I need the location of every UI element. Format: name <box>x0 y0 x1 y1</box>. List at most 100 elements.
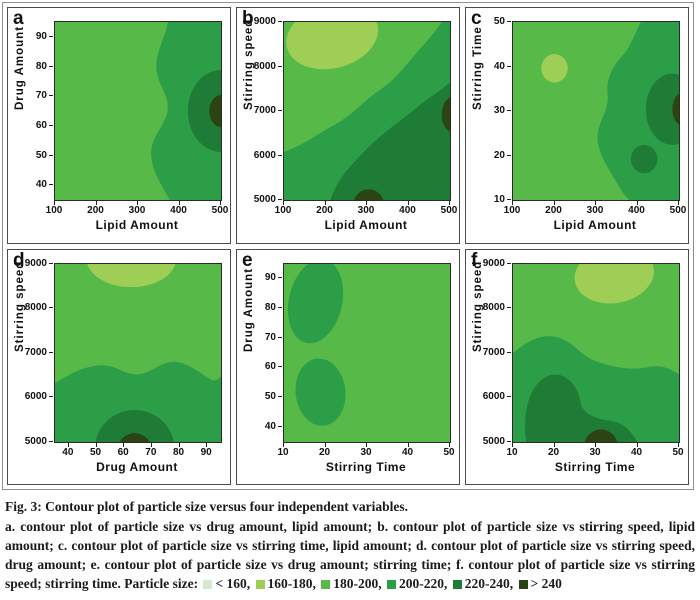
x-tick-label: 60 <box>117 446 129 458</box>
y-tick-label: 6000 <box>253 149 276 161</box>
legend-chip <box>518 580 528 589</box>
y-tick-label: 70 <box>264 331 276 343</box>
panel-d: d Stirring speed 40 50 60 70 80 90 5000 6000 7000 8… <box>7 248 231 485</box>
x-axis-label: Lipid Amount <box>324 218 408 232</box>
y-tick-label: 5000 <box>24 435 47 447</box>
x-tick-label: 100 <box>45 205 63 216</box>
y-tick-label: 9000 <box>253 16 276 27</box>
x-axis-label: Stirring Time <box>554 459 636 474</box>
contour-plot <box>512 21 680 201</box>
panel-b: b Stirring speed 100 200 300 400 500 5000 6000 70… <box>236 7 460 244</box>
y-tick-label: 70 <box>35 90 47 102</box>
contour-plot <box>512 262 680 443</box>
x-tick-label: 500 <box>440 205 458 216</box>
y-tick-label: 6000 <box>24 391 47 402</box>
y-tick-label: 9000 <box>24 257 47 269</box>
y-tick-label: 6000 <box>482 391 505 402</box>
x-tick-label: 200 <box>545 205 562 216</box>
panel-letter: f <box>471 249 478 271</box>
x-axis-label: Lipid Amount <box>95 218 179 232</box>
y-tick-label: 9000 <box>482 257 505 269</box>
y-tick-label: 20 <box>493 149 505 161</box>
y-tick-label: 40 <box>493 60 505 72</box>
panel-e: e Drug Amount 10 20 30 40 50 40 50 60 70 80 90 Stirri… <box>236 248 460 485</box>
y-tick-label: 5000 <box>482 435 505 447</box>
x-tick-label: 10 <box>506 446 518 458</box>
x-tick-label: 300 <box>586 205 604 216</box>
x-axis-label: Lipid Amount <box>553 218 637 232</box>
panel-letter: b <box>242 8 254 29</box>
particle-size-legend-title: Particle size: <box>124 576 199 591</box>
panel-f: f Stirring speed 10 20 30 40 50 5000 6000 7000 800… <box>465 248 689 485</box>
y-tick-label: 8000 <box>24 302 47 313</box>
x-tick-label: 500 <box>669 205 687 216</box>
x-tick-label: 10 <box>277 446 289 458</box>
x-tick-label: 200 <box>87 205 104 216</box>
legend-label: > 240 <box>530 576 562 591</box>
x-tick-label: 30 <box>360 446 372 458</box>
y-tick-label: 50 <box>493 16 505 27</box>
y-tick-label: 7000 <box>24 346 47 358</box>
caption-title: Fig. 3: Contour plot of particle size ve… <box>5 499 408 514</box>
particle-size-legend: < 160, 160-180, 180-200, 200-220, 220-24… <box>201 576 562 591</box>
x-tick-label: 50 <box>89 446 102 458</box>
y-tick-label: 8000 <box>253 60 276 72</box>
x-tick-label: 70 <box>145 446 157 458</box>
x-tick-label: 400 <box>628 205 645 216</box>
x-axis-label: Stirring Time <box>325 459 407 474</box>
panel-a: a Drug Amount 100 200 300 400 500 40 50 60 70 80 90 L… <box>7 7 231 244</box>
panel-letter: e <box>242 249 253 271</box>
y-tick-label: 10 <box>493 194 505 205</box>
x-tick-label: 20 <box>547 446 560 458</box>
caption-body-text: a. contour plot of particle size vs drug… <box>5 519 695 591</box>
x-axis-label: Drug Amount <box>96 459 178 474</box>
legend-chip <box>452 580 462 589</box>
legend-label: 220-240, <box>464 576 517 591</box>
legend-chip <box>321 580 331 589</box>
legend-chip <box>203 580 213 589</box>
y-tick-label: 8000 <box>482 302 505 313</box>
panel-letter: c <box>471 8 482 29</box>
y-tick-label: 60 <box>35 119 47 131</box>
x-tick-label: 90 <box>200 446 212 458</box>
y-tick-label: 7000 <box>482 346 505 358</box>
contour-plot <box>283 21 451 201</box>
caption: Fig. 3: Contour plot of particle size ve… <box>5 497 695 593</box>
x-tick-label: 40 <box>401 446 414 458</box>
x-tick-label: 40 <box>62 446 74 458</box>
y-tick-label: 7000 <box>253 105 276 116</box>
contour-plot <box>283 262 451 443</box>
contour-plot <box>54 21 222 201</box>
x-tick-label: 80 <box>172 446 185 458</box>
legend-chip <box>255 580 265 589</box>
legend-label: 180-200, <box>333 576 386 591</box>
y-tick-label: 50 <box>264 391 276 402</box>
panel-letter: d <box>13 249 25 271</box>
x-tick-label: 50 <box>443 446 455 458</box>
legend-label: 160-180, <box>267 576 320 591</box>
x-tick-label: 30 <box>589 446 601 458</box>
panel-c: c Stirring Time 100 200 300 400 500 10 20 30 40 50 L… <box>465 7 689 244</box>
x-tick-label: 50 <box>672 446 684 458</box>
y-tick-label: 80 <box>35 60 47 72</box>
legend-chip <box>387 580 397 589</box>
caption-body: a. contour plot of particle size vs drug… <box>5 517 695 593</box>
x-tick-label: 40 <box>630 446 643 458</box>
legend-label: < 160, <box>215 576 254 591</box>
contour-plot <box>54 262 222 443</box>
x-tick-label: 20 <box>318 446 331 458</box>
x-tick-label: 400 <box>170 205 187 216</box>
x-tick-label: 100 <box>503 205 521 216</box>
y-tick-label: 50 <box>35 149 47 161</box>
x-tick-label: 300 <box>357 205 375 216</box>
figure-frame: a Drug Amount 100 200 300 400 500 40 50 60 70 80 90 L… <box>2 2 694 490</box>
x-tick-label: 200 <box>316 205 333 216</box>
panel-letter: a <box>13 8 24 29</box>
y-tick-label: 30 <box>493 105 505 116</box>
y-tick-label: 60 <box>264 361 276 373</box>
y-tick-label: 5000 <box>253 194 276 205</box>
y-tick-label: 40 <box>35 179 47 191</box>
x-tick-label: 500 <box>211 205 229 216</box>
y-tick-label: 80 <box>264 302 276 313</box>
y-tick-label: 40 <box>264 420 276 432</box>
